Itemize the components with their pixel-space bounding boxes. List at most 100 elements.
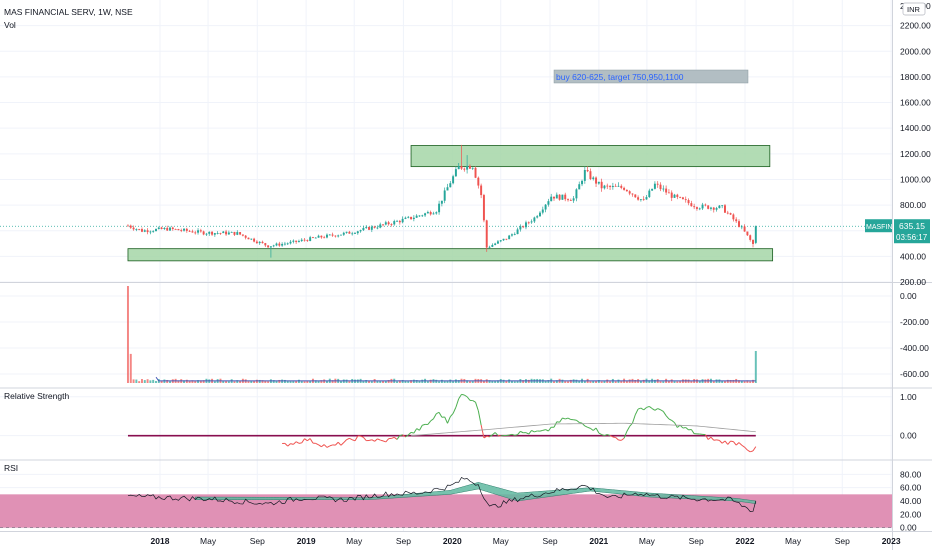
volume-bar	[625, 380, 628, 383]
volume-bar	[491, 380, 494, 383]
candle-body	[351, 233, 354, 235]
candle-body	[522, 226, 525, 228]
candle-body	[547, 201, 550, 205]
candle-body	[592, 177, 595, 180]
volume-bar	[721, 380, 724, 383]
candle-body	[404, 217, 407, 219]
volume-bar	[188, 380, 191, 383]
candle-body	[457, 166, 460, 170]
volume-bar	[505, 381, 508, 383]
rs-segment	[335, 441, 339, 446]
rs-segment	[671, 419, 675, 424]
candle-body	[754, 226, 757, 243]
time-tick-label: May	[785, 536, 802, 546]
volume-bar	[331, 380, 334, 383]
volume-bar	[673, 381, 676, 383]
rs-segment	[626, 426, 631, 432]
axis-tick-label: -200.00	[900, 317, 929, 327]
candle-body	[354, 233, 356, 234]
volume-bar	[600, 381, 603, 383]
rs-segment	[458, 394, 462, 400]
rs-segment	[567, 417, 572, 420]
volume-bar	[522, 380, 525, 383]
price-tag-countdown: 03:56:17	[896, 233, 928, 242]
rs-segment	[354, 435, 359, 442]
rs-segment	[393, 436, 398, 440]
rs-segment	[309, 438, 314, 444]
candle-body	[197, 230, 200, 233]
rs-segment	[363, 436, 367, 441]
candle-body	[317, 235, 320, 238]
price-tag-value: 635.15	[899, 221, 925, 231]
candle-body	[261, 241, 264, 244]
rs-segment	[295, 441, 300, 444]
candle-body	[194, 232, 197, 234]
volume-bar	[314, 380, 317, 383]
time-tick-label: Sep	[250, 536, 265, 546]
candle-body	[157, 227, 160, 229]
volume-bar	[553, 381, 555, 383]
candle-body	[396, 220, 399, 222]
candle-body	[264, 243, 267, 246]
rs-segment	[747, 449, 751, 453]
candle-body	[129, 225, 132, 228]
candle-body	[432, 213, 435, 215]
rs-segment	[377, 438, 381, 441]
currency-box[interactable]	[902, 2, 926, 16]
volume-bar	[426, 381, 429, 383]
volume-bar	[155, 381, 157, 383]
time-tick-label: 2020	[443, 536, 462, 546]
candle-body	[721, 205, 724, 207]
rs-segment	[326, 445, 331, 448]
candle-body	[704, 204, 707, 206]
candle-body	[401, 218, 404, 223]
candle-body	[370, 226, 373, 230]
candle-body	[701, 204, 704, 209]
candle-body	[687, 200, 690, 204]
currency-button[interactable]: INR	[902, 2, 926, 16]
time-tick-label: May	[639, 536, 656, 546]
candle-body	[597, 181, 600, 184]
candle-body	[482, 195, 485, 221]
rs-segment	[534, 430, 538, 433]
volume-bar	[740, 380, 743, 383]
rs-segment	[547, 426, 552, 432]
rs-segment	[660, 409, 664, 412]
candle-body	[508, 235, 511, 240]
axis-tick-label: -600.00	[900, 369, 929, 379]
candle-body	[656, 183, 659, 185]
volume-bar	[250, 380, 253, 383]
volume-bar	[676, 381, 679, 383]
candle-body	[567, 199, 569, 201]
candle-body	[382, 224, 385, 226]
candle-body	[250, 238, 253, 240]
candle-body	[278, 243, 281, 246]
candle-body	[368, 227, 370, 230]
volume-bar	[564, 381, 567, 383]
annotation-note[interactable]: buy 620-625, target 750,950,1100	[553, 69, 749, 84]
volume-bar	[197, 380, 200, 383]
time-tick-label: 2018	[151, 536, 170, 546]
candle-body	[253, 238, 256, 242]
rs-segment	[352, 439, 356, 442]
time-tick-label: 2021	[589, 536, 608, 546]
rs-segment	[654, 408, 658, 411]
volume-bar	[401, 379, 404, 383]
volume-ma-line	[155, 376, 756, 382]
candle-body	[149, 231, 152, 233]
rs-segment	[662, 411, 667, 416]
resistance-zone[interactable]	[410, 145, 771, 168]
volume-bar	[488, 380, 491, 383]
volume-bar	[129, 353, 132, 383]
candle-body	[550, 196, 553, 202]
candle-body	[191, 231, 194, 233]
rs-segment	[592, 427, 597, 431]
support-zone[interactable]	[127, 248, 774, 262]
volume-bar	[603, 380, 606, 383]
candle-body	[558, 194, 561, 200]
rs-segment	[735, 442, 740, 446]
rs-segment	[455, 398, 460, 408]
candle-body	[581, 180, 584, 185]
candle-body	[141, 229, 143, 232]
